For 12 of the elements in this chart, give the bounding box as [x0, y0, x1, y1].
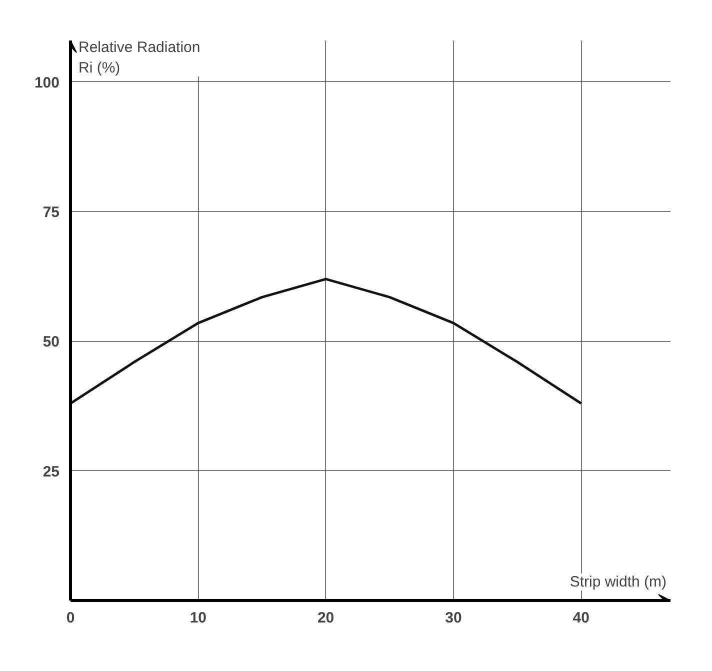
line-series — [70, 278, 582, 405]
x-axis-title: Strip width (m) — [570, 574, 667, 590]
x-tick-label: 10 — [190, 610, 207, 626]
x-tick-label: 0 — [66, 610, 75, 626]
x-tick-label: 30 — [445, 610, 462, 626]
y-tick-label: 50 — [42, 334, 60, 351]
y-tick-label: 100 — [34, 74, 60, 92]
y-tick-label: 75 — [42, 204, 60, 222]
y-tick-label: 25 — [42, 463, 60, 480]
x-tick-label: 20 — [317, 610, 334, 626]
x-tick-label: 40 — [572, 610, 590, 626]
y-axis-title: Relative Radiation Ri (%) — [78, 39, 200, 76]
